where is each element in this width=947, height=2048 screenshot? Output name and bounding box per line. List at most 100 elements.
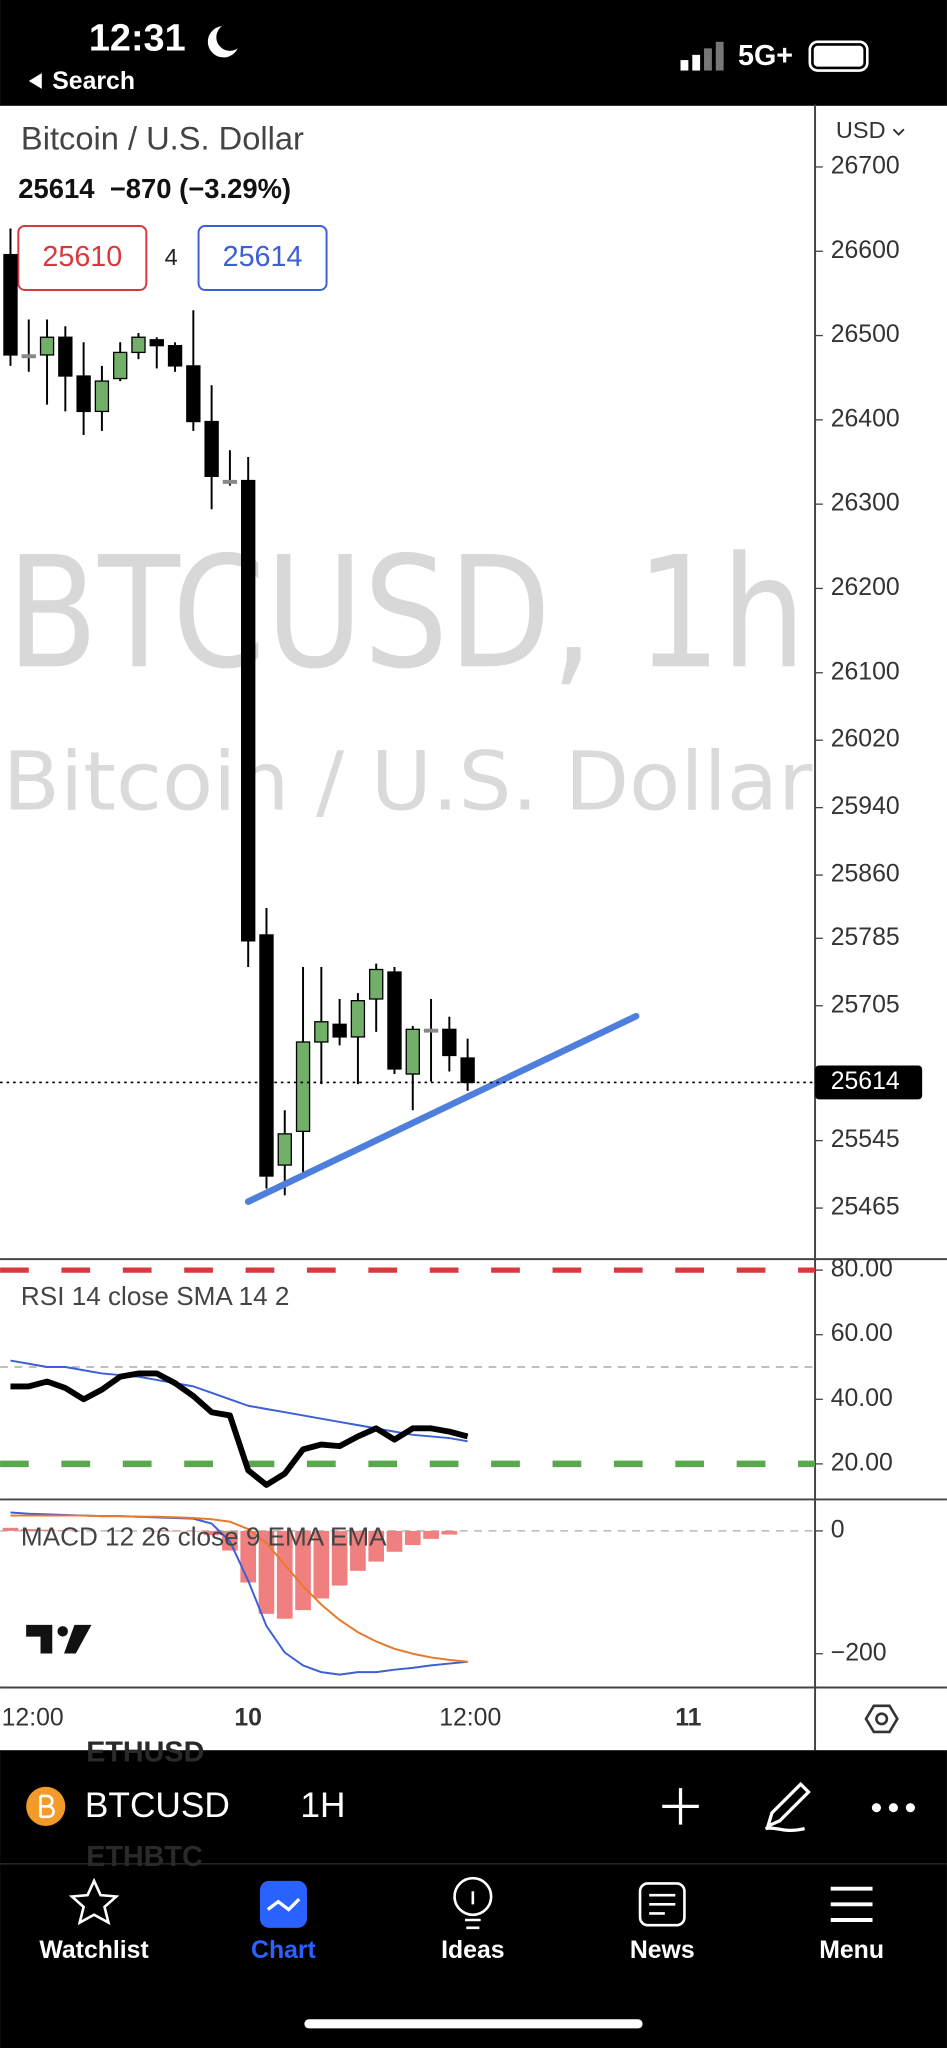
status-bar — [0, 0, 947, 106]
last-price-box — [815, 1065, 923, 1100]
tab-label[interactable]: Menu — [819, 1937, 884, 1964]
y-tick-label: 25545 — [831, 1126, 900, 1153]
histogram-bar — [423, 1530, 439, 1539]
rsi-title: RSI 14 close SMA 14 2 — [21, 1281, 290, 1311]
tv-logo — [26, 1624, 92, 1654]
histogram-bar — [167, 1530, 183, 1532]
histogram-bar — [39, 1529, 55, 1531]
menu-icon[interactable] — [830, 1886, 873, 1922]
histogram-bar — [386, 1530, 403, 1552]
candle-body — [314, 1021, 329, 1043]
candle-body — [387, 971, 402, 1070]
candle-body — [186, 365, 201, 423]
battery-level — [813, 45, 864, 67]
tab-label[interactable]: Ideas — [441, 1937, 504, 1964]
y-tick-label: 80.00 — [831, 1256, 893, 1283]
y-tick-label: 26300 — [831, 490, 900, 517]
sell-button[interactable] — [17, 224, 148, 291]
y-tick-label: 26500 — [831, 321, 900, 348]
coin-glyph — [39, 1794, 55, 1819]
news-icon-detail — [649, 1893, 676, 1915]
y-tick-label: −200 — [831, 1639, 887, 1666]
ideas-icon[interactable] — [453, 1876, 493, 1917]
y-tick-label: 25860 — [831, 861, 900, 888]
y-tick-label: 0 — [831, 1516, 845, 1543]
candle-body — [405, 1028, 420, 1075]
candle-body — [259, 934, 274, 1177]
histogram-bar — [350, 1530, 366, 1571]
candle-body — [442, 1028, 457, 1057]
histogram-bar — [2, 1527, 19, 1531]
back-icon[interactable] — [28, 73, 42, 89]
symbol-title: Bitcoin / U.S. Dollar — [21, 120, 304, 157]
candle-body — [167, 345, 183, 367]
settings-icon-dot — [875, 1712, 889, 1726]
time-label: 12:00 — [2, 1704, 64, 1731]
candle-body — [222, 479, 238, 484]
toolbar-interval[interactable]: 1H — [300, 1786, 345, 1825]
draw-button[interactable] — [765, 1781, 811, 1833]
tab-label[interactable]: News — [630, 1937, 695, 1964]
histogram-bar — [185, 1530, 202, 1532]
histogram-bar — [441, 1530, 458, 1535]
clock: 12:31 — [89, 17, 186, 59]
y-tick-label: 25465 — [831, 1194, 900, 1221]
currency[interactable]: USD — [836, 117, 886, 143]
back-link[interactable]: Search — [52, 68, 135, 95]
macd-title: MACD 12 26 close 9 EMA EMA — [21, 1522, 387, 1552]
toolbar-symbol[interactable]: BTCUSD — [85, 1786, 230, 1825]
bid[interactable]: 25610 — [42, 241, 122, 273]
candle-body — [94, 380, 110, 413]
chart-icon-line — [266, 1897, 301, 1912]
y-tick-label: 26400 — [831, 405, 900, 432]
candle-body — [76, 375, 91, 413]
candle-body — [149, 339, 164, 347]
ideas-icon-detail — [465, 1891, 481, 1930]
more-button[interactable] — [871, 1803, 915, 1813]
currency-chevron — [892, 128, 905, 136]
candle-body — [131, 336, 146, 354]
candle-body — [3, 253, 18, 356]
last-price-label: 25614 — [831, 1068, 900, 1095]
candle-body — [204, 420, 219, 477]
histogram-bar — [368, 1530, 385, 1562]
histogram-bar — [404, 1530, 421, 1546]
tab-label[interactable]: Watchlist — [39, 1937, 148, 1964]
watchlist-icon[interactable] — [68, 1877, 120, 1926]
candle-body — [113, 351, 128, 380]
histogram-bar — [313, 1530, 330, 1599]
time-label: 10 — [234, 1704, 262, 1731]
time-label: 12:00 — [439, 1704, 501, 1731]
histogram-bar — [258, 1530, 275, 1614]
indicator-line — [10, 1359, 468, 1443]
news-icon[interactable] — [638, 1882, 686, 1927]
candle-body — [350, 1000, 366, 1038]
tab-label[interactable]: Chart — [251, 1937, 316, 1964]
battery — [808, 40, 869, 72]
ask[interactable]: 25614 — [223, 241, 303, 273]
candle-body — [58, 336, 73, 377]
trend-line[interactable] — [244, 1012, 640, 1205]
histogram-bar — [240, 1530, 257, 1583]
moon-icon — [207, 26, 238, 58]
plot-area — [0, 228, 816, 1676]
buy-button[interactable] — [197, 224, 328, 291]
y-tick-label: 26020 — [831, 726, 900, 753]
y-tick-label: 40.00 — [831, 1385, 893, 1412]
watermark-symbol: BTCUSD, 1h — [7, 524, 806, 703]
symbol-list-item[interactable]: ETHUSD — [86, 1737, 204, 1769]
histogram-bar — [276, 1530, 293, 1619]
add-button[interactable] — [662, 1788, 699, 1825]
histogram-bar — [203, 1530, 220, 1536]
candle-body — [423, 1028, 439, 1033]
y-tick-label: 26700 — [831, 153, 900, 180]
settings-icon[interactable] — [864, 1704, 899, 1734]
symbol-list-item[interactable]: ETHBTC — [86, 1841, 202, 1873]
histogram-bar — [20, 1529, 37, 1531]
candle-body — [277, 1133, 292, 1166]
candle-body — [460, 1057, 475, 1084]
histogram-bar — [148, 1530, 165, 1532]
histogram-bar — [331, 1530, 348, 1586]
